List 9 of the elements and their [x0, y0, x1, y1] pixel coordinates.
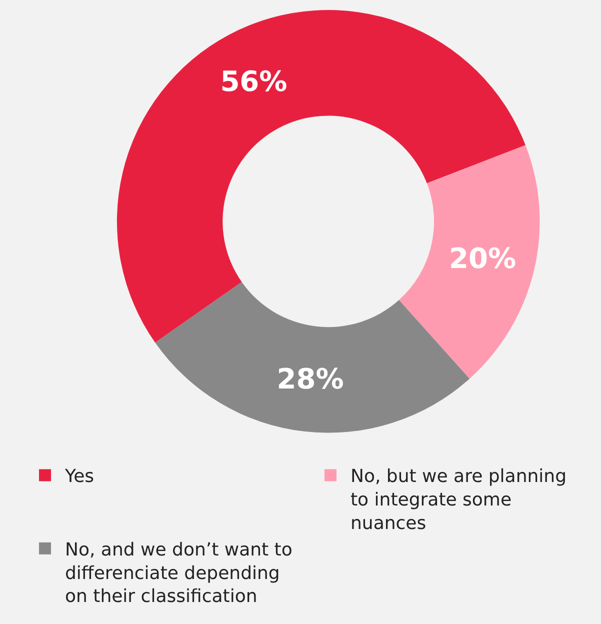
legend-label: No, and we don’t want to differenciate depending on their classification [65, 539, 292, 608]
legend-label: Yes [64, 466, 94, 488]
data-label: 56% [220, 65, 288, 98]
donut-slice [398, 145, 540, 379]
data-label: 20% [449, 242, 516, 275]
donut-slice [116, 10, 526, 343]
data-label: 28% [276, 362, 344, 396]
donut-slice [155, 282, 470, 433]
legend-label: No, but we are planning to integrate some nuances [350, 466, 566, 534]
